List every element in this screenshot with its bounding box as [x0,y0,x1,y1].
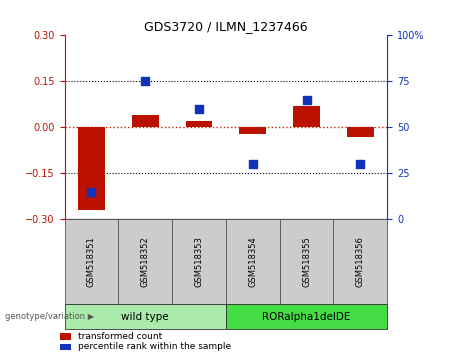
Point [357,161,364,167]
Bar [239,127,266,133]
Title: GDS3720 / ILMN_1237466: GDS3720 / ILMN_1237466 [144,20,307,33]
Bar [333,219,387,304]
Bar [78,127,105,210]
Text: GSM518353: GSM518353 [195,236,203,287]
Point [88,189,95,195]
Bar [65,219,118,304]
Text: GSM518351: GSM518351 [87,236,96,287]
Text: genotype/variation ▶: genotype/variation ▶ [5,312,94,321]
Bar [293,106,320,127]
Point [303,97,310,103]
Bar [347,127,374,137]
Point [142,79,149,84]
Text: GSM518354: GSM518354 [248,236,257,287]
Text: percentile rank within the sample: percentile rank within the sample [78,342,231,352]
Text: wild type: wild type [121,312,169,322]
Bar [226,304,387,329]
Text: GSM518355: GSM518355 [302,236,311,287]
Bar [172,219,226,304]
Bar [280,219,333,304]
Bar [185,121,213,127]
Bar [226,219,280,304]
Text: GSM518356: GSM518356 [356,236,365,287]
Bar [132,115,159,127]
Point [195,106,203,112]
Point [249,161,256,167]
Bar [118,219,172,304]
Bar [65,304,226,329]
Text: RORalpha1delDE: RORalpha1delDE [262,312,351,322]
Text: transformed count: transformed count [78,332,163,341]
Text: GSM518352: GSM518352 [141,236,150,287]
